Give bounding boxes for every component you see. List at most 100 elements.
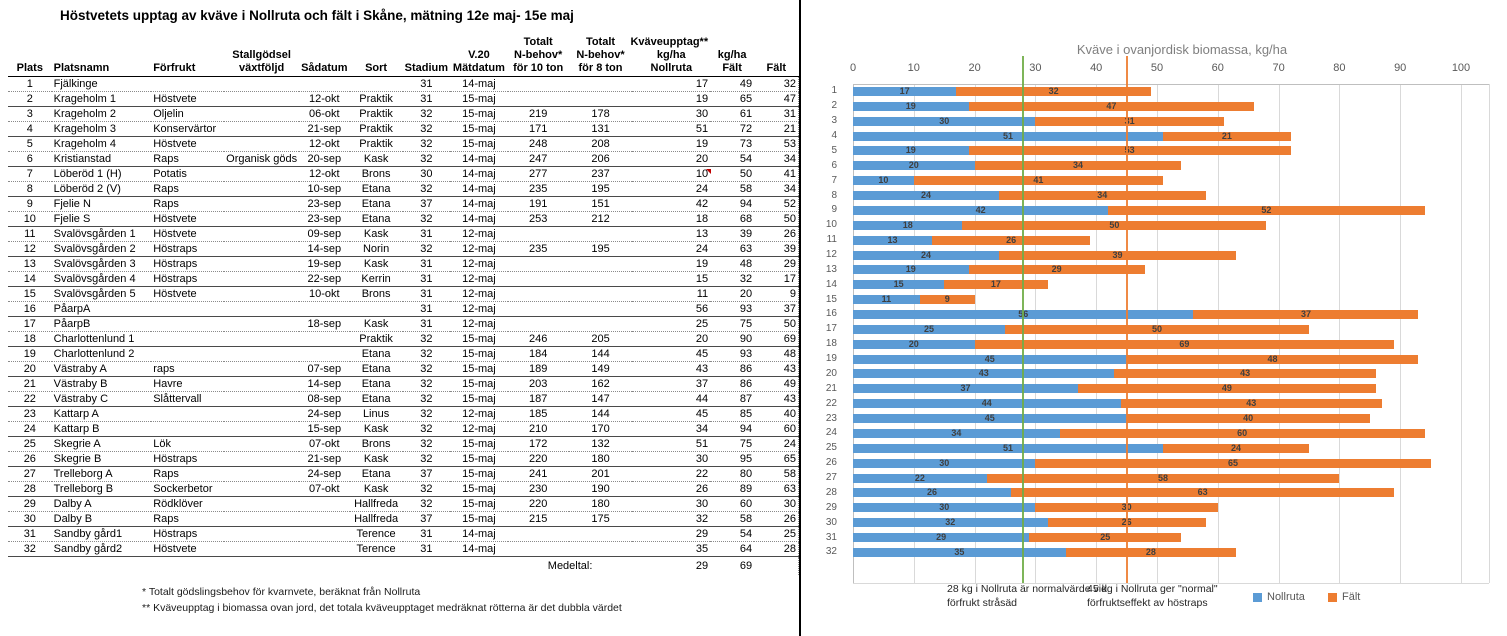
table-cell[interactable]: 15-maj: [450, 511, 508, 527]
table-cell[interactable]: 15-maj: [450, 496, 508, 512]
table-cell[interactable]: [224, 451, 300, 467]
table-cell[interactable]: [224, 211, 300, 227]
table-cell[interactable]: 14-sep: [299, 376, 350, 392]
table-cell[interactable]: [224, 541, 300, 557]
table-cell[interactable]: [224, 481, 300, 497]
table-cell[interactable]: Trelleborg A: [51, 466, 152, 482]
table-cell[interactable]: Praktik: [349, 91, 403, 107]
table-cell[interactable]: 1: [8, 76, 52, 92]
table-cell[interactable]: 20: [632, 151, 711, 167]
table-cell[interactable]: 237: [568, 166, 633, 182]
table-cell[interactable]: 23-sep: [299, 196, 350, 212]
table-cell[interactable]: 31: [8, 526, 52, 542]
table-cell[interactable]: Fjelie S: [51, 211, 152, 227]
table-cell[interactable]: Norin: [349, 241, 403, 257]
table-cell[interactable]: 50: [754, 316, 800, 332]
table-cell[interactable]: [224, 316, 300, 332]
table-cell[interactable]: 08-sep: [299, 391, 350, 407]
table-cell[interactable]: 215: [507, 511, 569, 527]
table-cell[interactable]: 15-maj: [450, 451, 508, 467]
table-cell[interactable]: [507, 256, 569, 272]
table-cell[interactable]: [224, 241, 300, 257]
table-cell[interactable]: 180: [568, 451, 633, 467]
table-cell[interactable]: 12-okt: [299, 91, 350, 107]
table-cell[interactable]: 253: [507, 211, 569, 227]
table-cell[interactable]: [224, 106, 300, 122]
table-cell[interactable]: 31: [402, 301, 451, 317]
table-cell[interactable]: 19: [632, 256, 711, 272]
table-cell[interactable]: 50: [754, 211, 800, 227]
table-cell[interactable]: 185: [507, 406, 569, 422]
table-cell[interactable]: 32: [402, 106, 451, 122]
table-cell[interactable]: 32: [402, 496, 451, 512]
table-cell[interactable]: 09-sep: [299, 226, 350, 242]
table-cell[interactable]: 32: [402, 436, 451, 452]
table-cell[interactable]: Kask: [349, 421, 403, 437]
table-cell[interactable]: 31: [402, 526, 451, 542]
table-cell[interactable]: 25: [632, 316, 711, 332]
table-cell[interactable]: [507, 526, 569, 542]
table-cell[interactable]: 49: [710, 76, 755, 92]
table-cell[interactable]: 43: [754, 361, 800, 377]
table-cell[interactable]: 18-sep: [299, 316, 350, 332]
table-cell[interactable]: 32: [402, 346, 451, 362]
table-cell[interactable]: 14-maj: [450, 151, 508, 167]
table-cell[interactable]: 21: [754, 121, 800, 137]
table-cell[interactable]: [224, 511, 300, 527]
table-cell[interactable]: Rödklöver: [151, 496, 225, 512]
table-cell[interactable]: 39: [754, 241, 800, 257]
table-cell[interactable]: 14-maj: [450, 166, 508, 182]
table-cell[interactable]: 10-sep: [299, 181, 350, 197]
table-cell[interactable]: PåarpB: [51, 316, 152, 332]
table-cell[interactable]: [151, 346, 225, 362]
table-cell[interactable]: [507, 541, 569, 557]
table-cell[interactable]: 40: [754, 406, 800, 422]
table-cell[interactable]: 32: [402, 481, 451, 497]
table-cell[interactable]: 49: [754, 376, 800, 392]
table-cell[interactable]: 94: [710, 196, 755, 212]
table-cell[interactable]: 37: [754, 301, 800, 317]
table-cell[interactable]: 32: [402, 361, 451, 377]
table-cell[interactable]: 17: [754, 271, 800, 287]
table-cell[interactable]: Kerrin: [349, 271, 403, 287]
table-cell[interactable]: 15-maj: [450, 346, 508, 362]
table-cell[interactable]: [224, 166, 300, 182]
table-cell[interactable]: 31: [402, 226, 451, 242]
table-cell[interactable]: 17: [632, 76, 711, 92]
table-cell[interactable]: 48: [754, 346, 800, 362]
table-cell[interactable]: 58: [710, 181, 755, 197]
table-cell[interactable]: Västraby B: [51, 376, 152, 392]
table-cell[interactable]: 50: [710, 166, 755, 182]
table-cell[interactable]: [224, 196, 300, 212]
table-cell[interactable]: Brons: [349, 286, 403, 302]
table-cell[interactable]: Konservärtor: [151, 121, 225, 137]
table-cell[interactable]: 72: [710, 121, 755, 137]
table-cell[interactable]: 22: [632, 466, 711, 482]
table-cell[interactable]: 14-maj: [450, 76, 508, 92]
table-cell[interactable]: [151, 331, 225, 347]
table-cell[interactable]: Svalövsgården 4: [51, 271, 152, 287]
table-cell[interactable]: [151, 421, 225, 437]
table-cell[interactable]: [568, 226, 633, 242]
table-cell[interactable]: 14-sep: [299, 241, 350, 257]
table-cell[interactable]: 14-maj: [450, 181, 508, 197]
table-cell[interactable]: 12-maj: [450, 286, 508, 302]
table-cell[interactable]: Praktik: [349, 331, 403, 347]
table-cell[interactable]: [224, 286, 300, 302]
table-cell[interactable]: 162: [568, 376, 633, 392]
table-cell[interactable]: Raps: [151, 196, 225, 212]
table-cell[interactable]: 18: [8, 331, 52, 347]
table-cell[interactable]: 31: [402, 91, 451, 107]
table-cell[interactable]: 31: [402, 286, 451, 302]
table-cell[interactable]: [224, 256, 300, 272]
table-cell[interactable]: 32: [402, 181, 451, 197]
table-cell[interactable]: Kask: [349, 316, 403, 332]
table-cell[interactable]: 37: [402, 466, 451, 482]
table-cell[interactable]: 3: [8, 106, 52, 122]
table-cell[interactable]: 24: [754, 436, 800, 452]
table-cell[interactable]: 26: [754, 226, 800, 242]
table-cell[interactable]: 32: [402, 331, 451, 347]
table-cell[interactable]: [224, 181, 300, 197]
table-cell[interactable]: [151, 406, 225, 422]
table-cell[interactable]: [507, 76, 569, 92]
